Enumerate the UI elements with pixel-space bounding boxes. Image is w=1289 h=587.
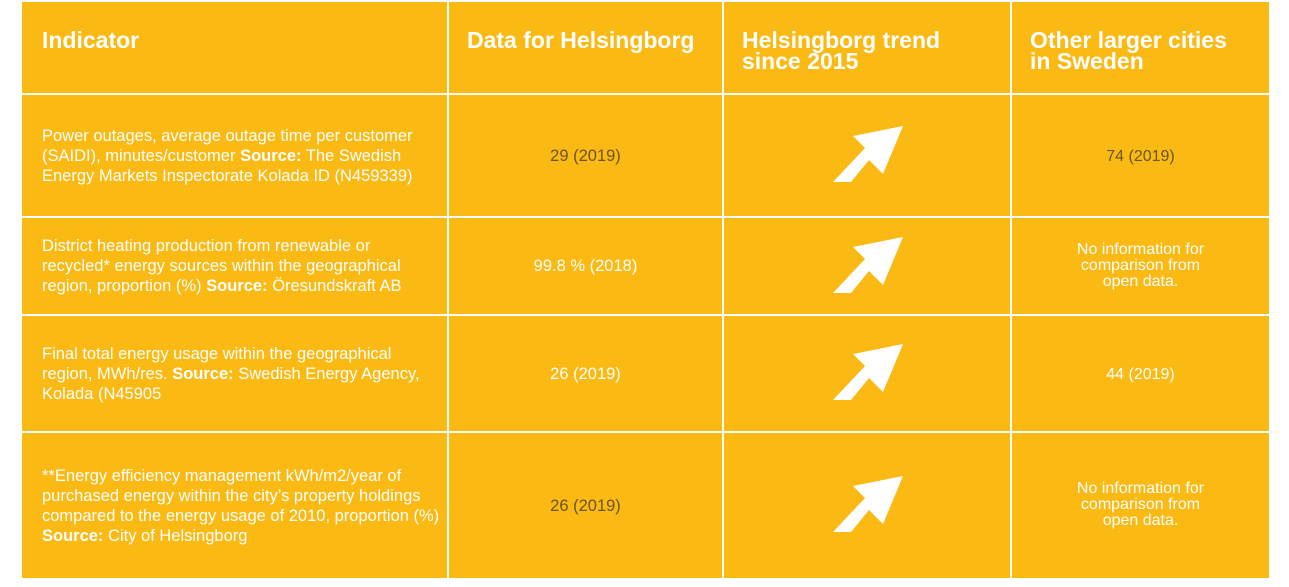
trend-cell	[722, 314, 1012, 433]
indicator-cell: **Energy efficiency management kWh/m2/ye…	[20, 431, 449, 580]
data-cell: 26 (2019)	[447, 314, 724, 433]
indicator-cell: Power outages, average outage time per c…	[20, 93, 449, 218]
other-cell: 74 (2019)	[1010, 93, 1271, 218]
row: Final total energy usage within the geog…	[20, 314, 1271, 433]
row: District heating production from renewab…	[20, 216, 1271, 316]
data-cell: 99.8 % (2018)	[447, 216, 724, 316]
header-cell: Helsingborg trend since 2015	[722, 0, 1012, 95]
trend-cell	[722, 93, 1012, 218]
indicator-text: Power outages, average outage time per c…	[42, 126, 413, 165]
data-cell: 29 (2019)	[447, 93, 724, 218]
row: **Energy efficiency management kWh/m2/ye…	[20, 431, 1271, 580]
source-label: Source:	[240, 146, 302, 165]
other-text: No information for comparison from open …	[1076, 480, 1205, 529]
trend-cell	[722, 431, 1012, 580]
trend-cell	[722, 216, 1012, 316]
source-label: Source:	[172, 364, 234, 383]
source-label: Source:	[42, 526, 104, 545]
header-cell: Indicator	[20, 0, 449, 95]
indicator-text: District heating production from renewab…	[42, 237, 401, 295]
row: Power outages, average outage time per c…	[20, 93, 1271, 218]
header-row: Indicator Data for Helsingborg Helsingbo…	[20, 0, 1271, 95]
source-text: The Swedish Energy Markets Inspectorate …	[42, 146, 413, 185]
other-text: 44 (2019)	[1106, 365, 1175, 383]
source-text: Öresundskraft AB	[272, 277, 402, 295]
header-cell: Other larger cities in Sweden	[1010, 0, 1271, 95]
trend-arrow	[833, 476, 903, 532]
other-text: 74 (2019)	[1106, 147, 1175, 165]
indicator-cell: District heating production from renewab…	[20, 216, 449, 316]
trend-arrow	[833, 126, 903, 182]
trend-arrow	[833, 344, 903, 400]
source-text: Swedish Energy Agency, Kolada (N45905	[42, 364, 420, 403]
indicator-table: Indicator Data for Helsingborg Helsingbo…	[20, 0, 1271, 580]
other-text: No information for comparison from open …	[1076, 240, 1205, 290]
other-cell: No information for comparison from open …	[1010, 431, 1271, 580]
indicator-text: Final total energy usage within the geog…	[42, 344, 392, 383]
other-cell: No information for comparison from open …	[1010, 216, 1271, 316]
source-label: Source:	[206, 277, 268, 295]
other-cell: 44 (2019)	[1010, 314, 1271, 433]
source-text: City of Helsingborg	[108, 526, 248, 545]
header-cell: Data for Helsingborg	[447, 0, 724, 95]
indicator-text: **Energy efficiency management kWh/m2/ye…	[42, 466, 440, 525]
data-cell: 26 (2019)	[447, 431, 724, 580]
trend-arrow	[833, 236, 903, 293]
indicator-cell: Final total energy usage within the geog…	[20, 314, 449, 433]
